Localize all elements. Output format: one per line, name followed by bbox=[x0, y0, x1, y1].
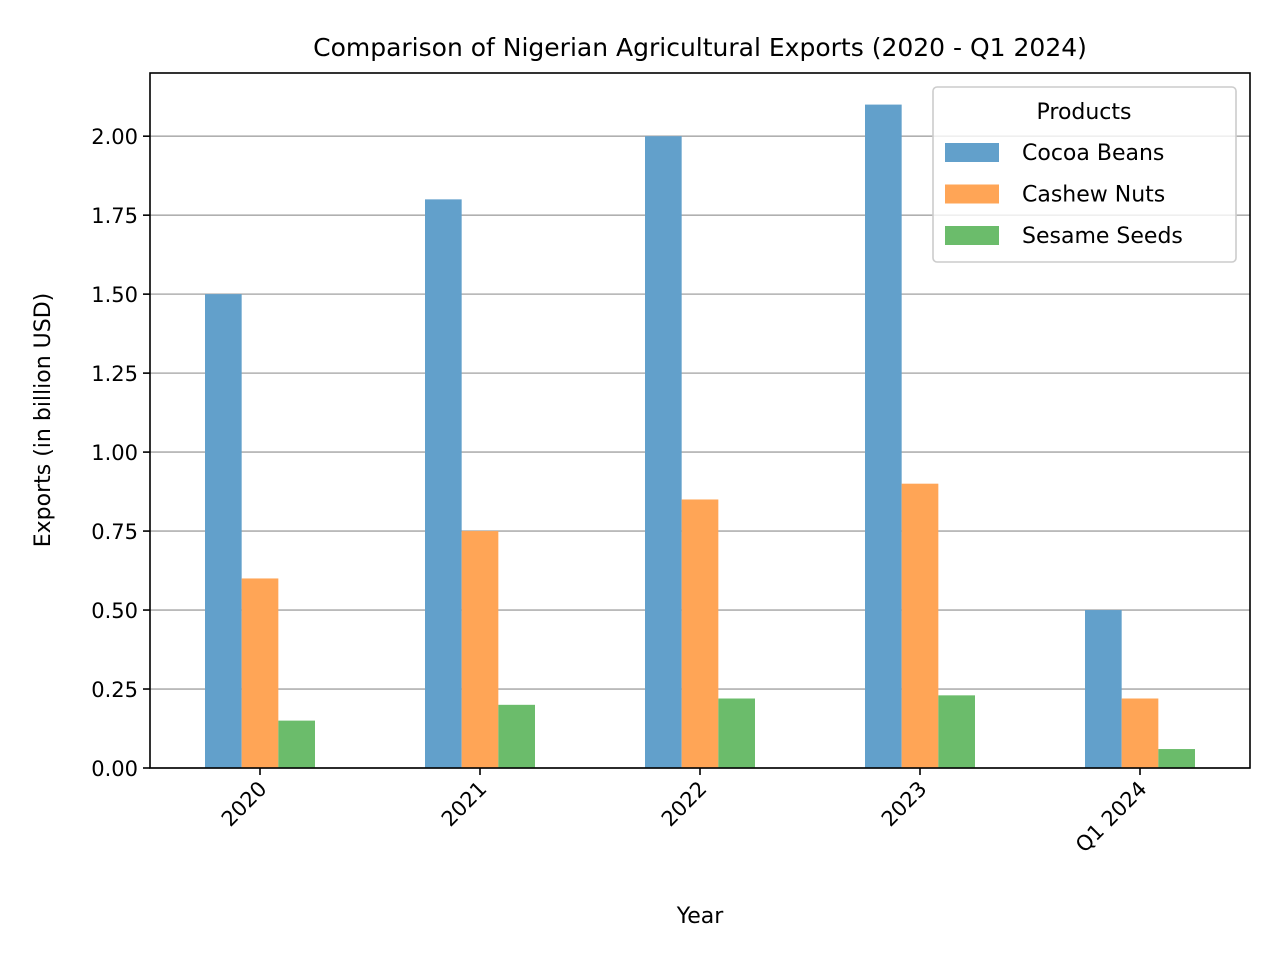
y-tick-label: 1.50 bbox=[91, 283, 138, 307]
legend-box bbox=[932, 86, 1237, 263]
y-tick-label: 1.00 bbox=[91, 441, 138, 465]
bar-sesame-seeds bbox=[938, 695, 975, 768]
x-tick-label: 2020 bbox=[217, 777, 272, 832]
bar-sesame-seeds bbox=[1158, 749, 1195, 768]
bar-cocoa-beans bbox=[205, 294, 242, 768]
bar-cashew-nuts bbox=[901, 483, 939, 768]
bar-cocoa-beans bbox=[425, 199, 462, 768]
bar-cocoa-beans bbox=[865, 104, 902, 768]
chart-title: Comparison of Nigerian Agricultural Expo… bbox=[313, 33, 1087, 62]
bar-sesame-seeds bbox=[498, 704, 535, 768]
legend-swatch bbox=[945, 184, 999, 204]
bar-cashew-nuts bbox=[241, 578, 279, 768]
x-tick-label: 2021 bbox=[437, 777, 492, 832]
legend-title: Products bbox=[1037, 100, 1132, 125]
bar-cashew-nuts bbox=[1121, 698, 1159, 768]
y-axis-label: Exports (in billion USD) bbox=[31, 293, 56, 548]
y-tick-label: 0.00 bbox=[91, 757, 138, 781]
y-tick-label: 1.75 bbox=[91, 204, 138, 228]
bar-cashew-nuts bbox=[461, 531, 499, 768]
x-axis-label: Year bbox=[676, 904, 725, 929]
y-tick-label: 1.25 bbox=[91, 362, 138, 386]
bar-cocoa-beans bbox=[1085, 610, 1122, 768]
legend-swatch bbox=[945, 226, 999, 245]
x-tick-label: Q1 2024 bbox=[1071, 777, 1152, 858]
y-tick-label: 0.25 bbox=[91, 678, 138, 702]
legend-swatch bbox=[945, 143, 999, 162]
bar-cocoa-beans bbox=[645, 136, 682, 768]
bar-sesame-seeds bbox=[718, 698, 755, 768]
legend-label: Cocoa Beans bbox=[1022, 141, 1164, 166]
legend-label: Cashew Nuts bbox=[1022, 183, 1165, 208]
x-tick-label: 2023 bbox=[877, 777, 932, 832]
x-tick-label: 2022 bbox=[657, 777, 712, 832]
bar-sesame-seeds bbox=[278, 720, 315, 768]
legend: Products Cocoa Beans Cashew Nuts Sesame Se… bbox=[932, 86, 1237, 263]
bar-cashew-nuts bbox=[681, 499, 719, 768]
y-tick-label: 2.00 bbox=[91, 125, 138, 149]
y-tick-label: 0.50 bbox=[91, 599, 138, 623]
legend-label: Sesame Seeds bbox=[1022, 224, 1183, 249]
y-tick-label: 0.75 bbox=[91, 520, 138, 544]
